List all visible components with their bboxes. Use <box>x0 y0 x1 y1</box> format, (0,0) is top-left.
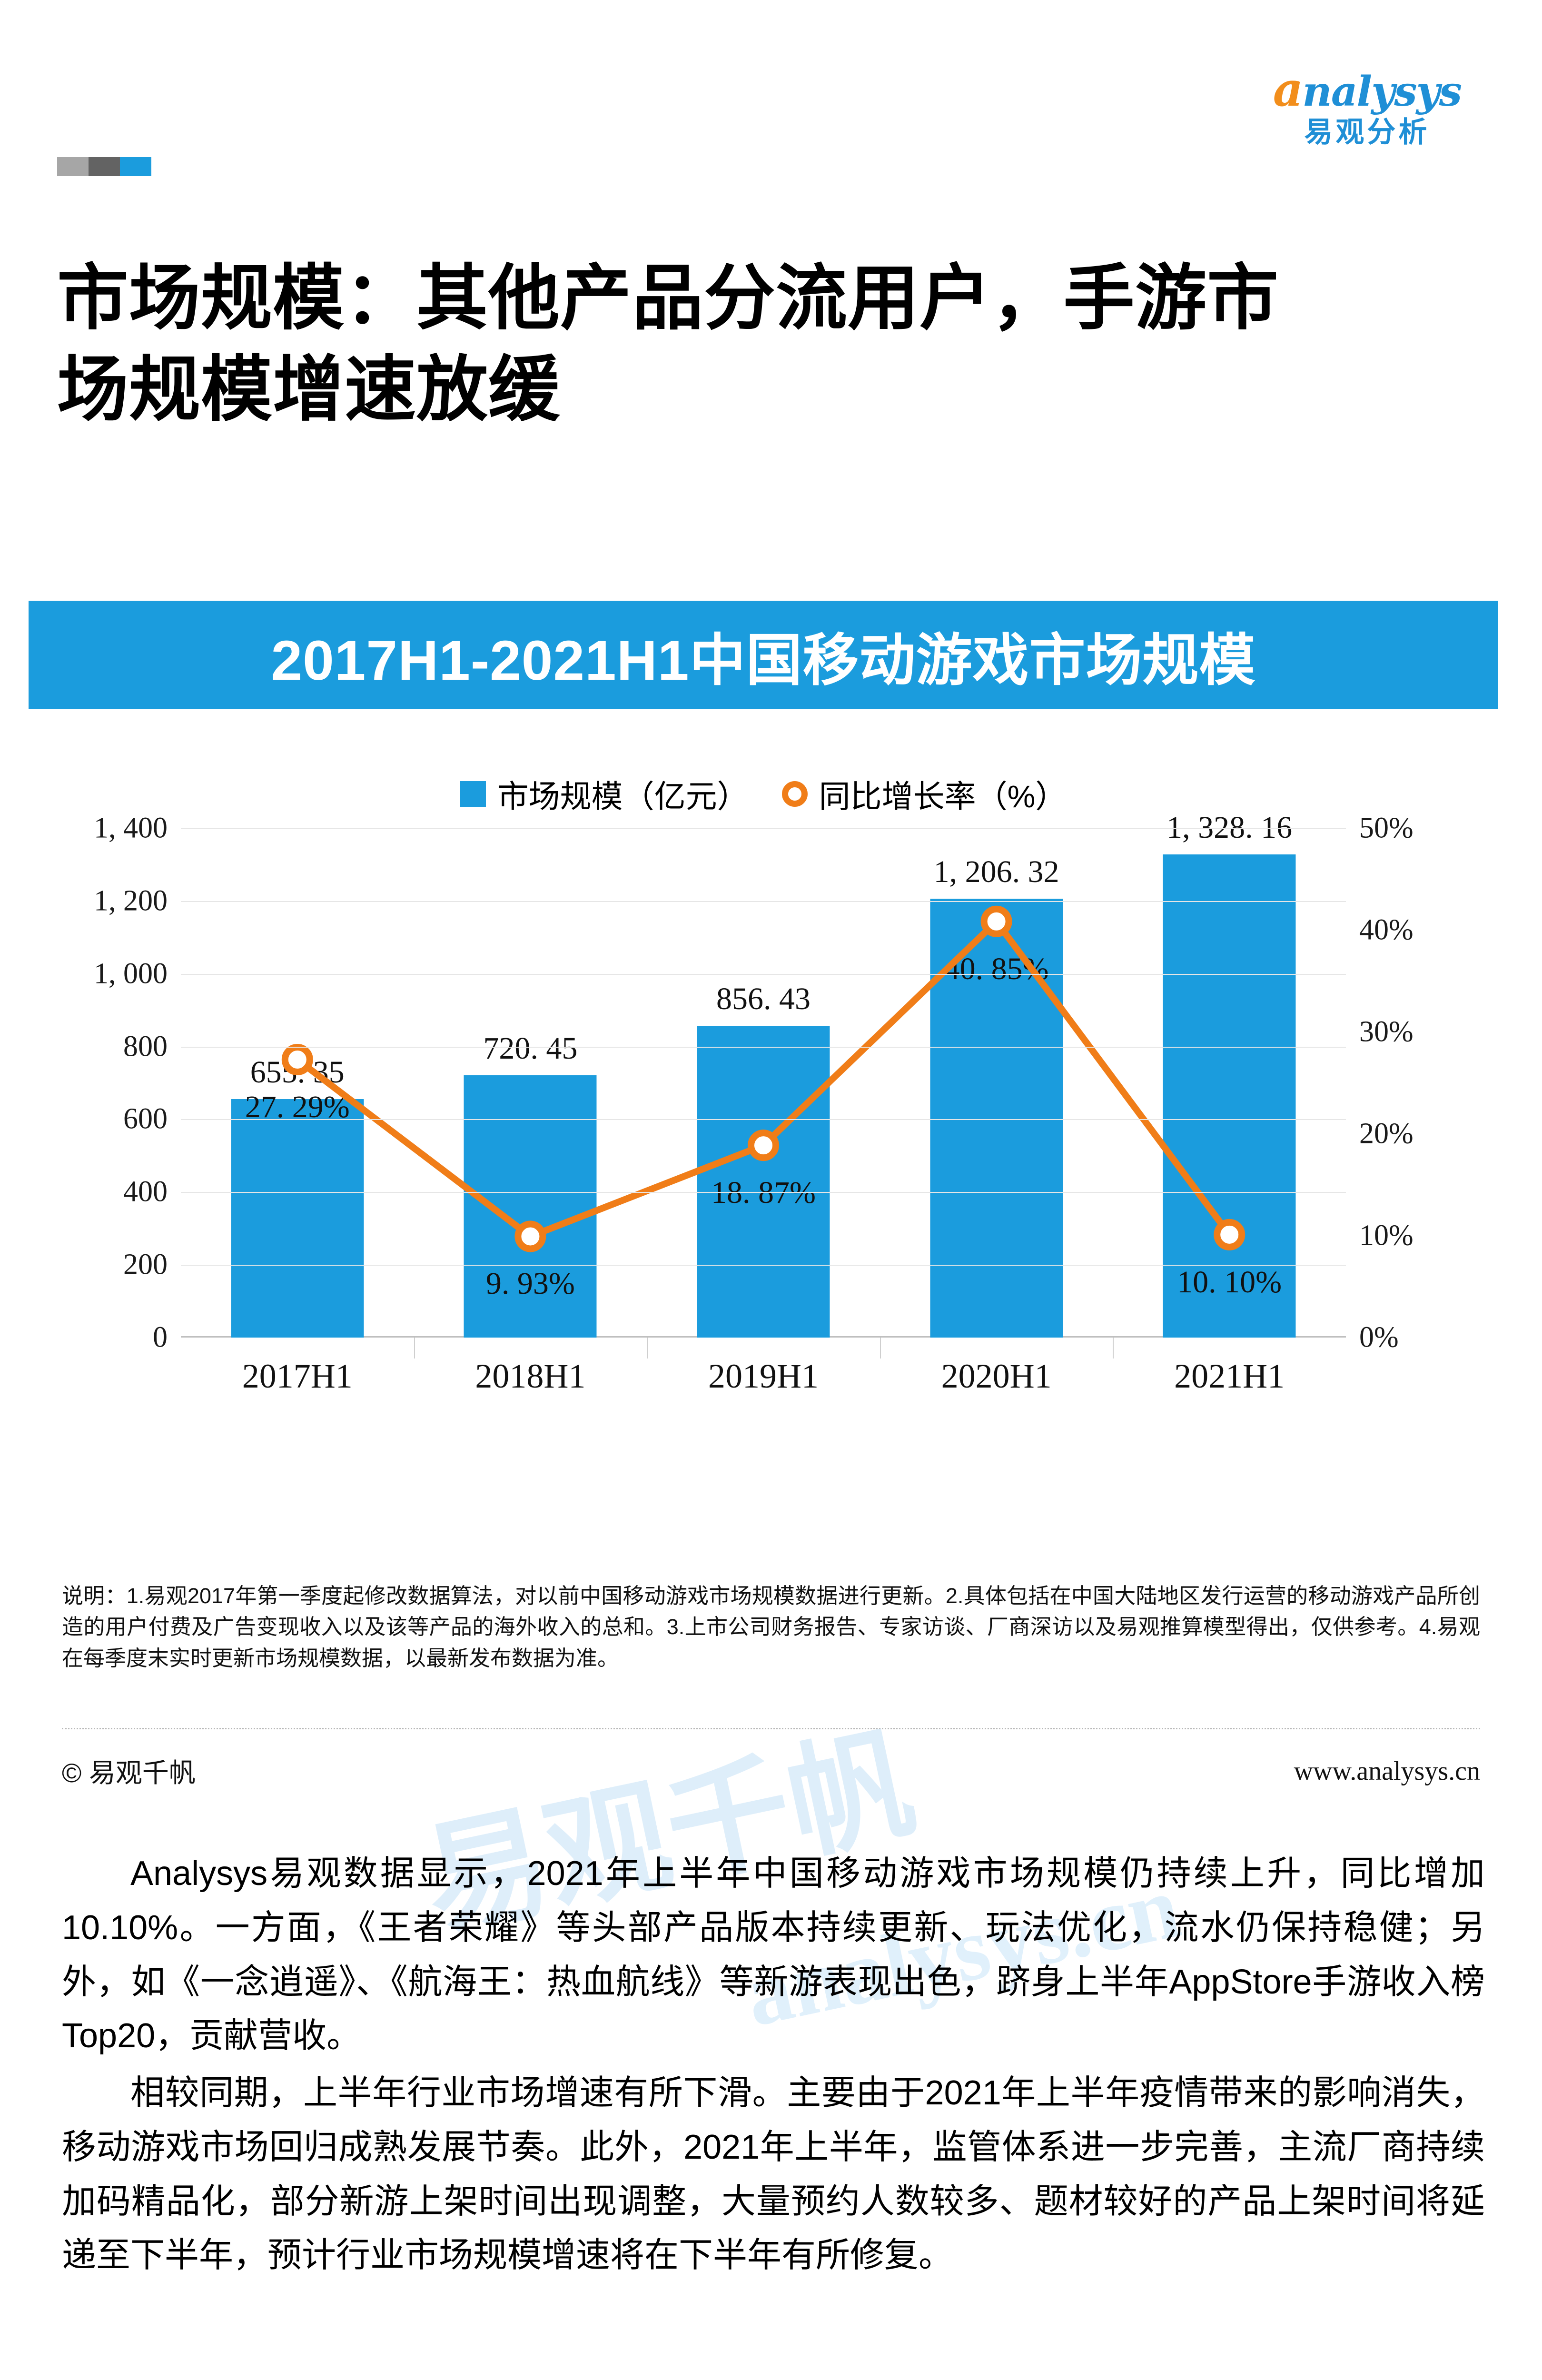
bar-value-label: 856. 43 <box>716 982 811 1017</box>
chart-legend: 市场规模（亿元） 同比增长率（%） <box>29 771 1498 817</box>
line-markers <box>281 905 1245 1252</box>
gridline <box>181 901 1346 902</box>
chart-container: 市场规模（亿元） 同比增长率（%） 易观千帆 analysys.cn 1, 40… <box>29 733 1498 2046</box>
y-axis-right-tick: 20% <box>1359 1117 1414 1150</box>
gridline <box>181 1046 1346 1048</box>
x-axis-label: 2020H1 <box>941 1357 1052 1395</box>
y-axis-right: 50% 40% 30% 20% 10% 0% <box>1346 812 1498 1354</box>
bar[interactable] <box>1163 854 1296 1338</box>
line-value-label: 9. 93% <box>485 1266 575 1301</box>
analysis-body: Analysys易观数据显示，2021年上半年中国移动游戏市场规模仍持续上升，同… <box>62 1847 1485 2286</box>
logo-a-icon: a <box>1273 62 1303 117</box>
x-axis-label: 2017H1 <box>242 1357 353 1395</box>
logo-wordmark-text: nalysys <box>1302 68 1462 116</box>
bar[interactable] <box>930 899 1063 1338</box>
y-axis-left-tick: 1, 200 <box>94 884 168 917</box>
bar-cell[interactable]: 1, 206. 32 40. 85% <box>880 828 1113 1338</box>
bar-value-label: 1, 206. 32 <box>933 854 1059 890</box>
x-axis-label: 2021H1 <box>1174 1357 1285 1395</box>
body-paragraph-1: Analysys易观数据显示，2021年上半年中国移动游戏市场规模仍持续上升，同… <box>62 1854 1485 2055</box>
y-axis-left-tick: 1, 000 <box>94 957 168 990</box>
bar-cell[interactable]: 1, 328. 16 10. 10% <box>1113 810 1346 1338</box>
line-marker[interactable] <box>748 1130 779 1161</box>
legend-item-line: 同比增长率（%） <box>781 771 1067 817</box>
legend-bar-label: 市场规模（亿元） <box>497 779 749 814</box>
x-axis-separator <box>880 1338 881 1359</box>
accent-bar <box>57 157 151 176</box>
x-axis-separator <box>1113 1338 1114 1359</box>
bar-cell[interactable]: 655. 35 27. 29% <box>181 828 414 1338</box>
bar-cell[interactable]: 856. 43 18. 87% <box>647 828 880 1338</box>
logo-wordmark: analysys <box>1273 67 1462 116</box>
footnote-divider <box>62 1728 1480 1729</box>
line-marker[interactable] <box>980 905 1012 937</box>
y-axis-right-tick: 30% <box>1359 1015 1414 1048</box>
x-axis-separator <box>414 1338 415 1359</box>
x-axis-separator <box>647 1338 648 1359</box>
y-axis-left-tick: 800 <box>123 1030 168 1063</box>
y-axis-right-tick: 0% <box>1359 1321 1399 1354</box>
body-paragraph-2: 相较同期，上半年行业市场增速有所下滑。主要由于2021年上半年疫情带来的影响消失… <box>62 2074 1485 2275</box>
chart-plot: 易观千帆 analysys.cn 1, 400 1, 200 1, 000 800 60… <box>29 810 1498 2046</box>
gridline <box>181 828 1346 829</box>
y-axis-left-tick: 400 <box>123 1175 168 1208</box>
bar-series: 655. 35 27. 29% 720. 45 9. 93% 856. 43 18. 87… <box>181 810 1346 1338</box>
analysys-logo: analysys 易观分析 <box>1273 67 1462 148</box>
line-value-label: 10. 10% <box>1177 1264 1282 1299</box>
x-axis-label: 2019H1 <box>708 1357 819 1395</box>
bar[interactable] <box>231 1099 364 1338</box>
copyright-text: © 易观千帆 <box>62 1758 196 1788</box>
bar-value-label: 720. 45 <box>483 1031 578 1066</box>
bar-value-label: 1, 328. 16 <box>1166 810 1293 845</box>
accent-bar-segment-gray-dark <box>89 157 120 176</box>
legend-line-label: 同比增长率（%） <box>819 779 1067 814</box>
y-axis-right-tick: 40% <box>1359 913 1414 946</box>
y-axis-right-tick: 50% <box>1359 812 1414 844</box>
x-axis-label: 2018H1 <box>475 1357 586 1395</box>
website-url[interactable]: www.analysys.cn <box>1294 1756 1480 1786</box>
line-marker[interactable] <box>514 1220 546 1252</box>
gridline <box>181 1119 1346 1121</box>
chart-banner: 2017H1-2021H1中国移动游戏市场规模 <box>29 601 1498 709</box>
y-axis-left: 1, 400 1, 200 1, 000 800 600 400 200 0 <box>29 812 181 1354</box>
gridline <box>181 973 1346 975</box>
line-marker[interactable] <box>281 1043 313 1075</box>
chart-footnote: 说明：1.易观2017年第一季度起修改数据算法，对以前中国移动游戏市场规模数据进… <box>62 1584 1480 1670</box>
y-axis-left-tick: 1, 400 <box>94 812 168 844</box>
chart-banner-title: 2017H1-2021H1中国移动游戏市场规模 <box>271 629 1256 692</box>
y-axis-left-tick: 0 <box>153 1321 168 1354</box>
legend-bar-swatch-icon <box>460 781 486 807</box>
accent-bar-segment-gray-light <box>57 157 89 176</box>
legend-item-bar: 市场规模（亿元） <box>460 771 749 817</box>
gridline <box>181 1192 1346 1193</box>
line-value-label: 27. 29% <box>245 1089 350 1124</box>
legend-line-circle-icon <box>781 781 808 807</box>
y-axis-right-tick: 10% <box>1359 1219 1414 1252</box>
y-axis-left-tick: 200 <box>123 1248 168 1281</box>
bar[interactable] <box>697 1026 830 1338</box>
logo-chinese-name: 易观分析 <box>1304 116 1430 148</box>
x-axis-labels: 2017H1 2018H1 2019H1 2020H1 2021H1 <box>181 1357 1346 1396</box>
credit-row: © 易观千帆 www.analysys.cn <box>62 1752 1480 1790</box>
gridline <box>181 1265 1346 1266</box>
accent-bar-segment-blue <box>120 157 151 176</box>
line-marker[interactable] <box>1214 1219 1245 1250</box>
plot-area: 655. 35 27. 29% 720. 45 9. 93% 856. 43 18. 87… <box>181 810 1346 1359</box>
y-axis-left-tick: 600 <box>123 1102 168 1135</box>
page-title: 市场规模：其他产品分流用户，手游市场规模增速放缓 <box>57 258 1279 429</box>
